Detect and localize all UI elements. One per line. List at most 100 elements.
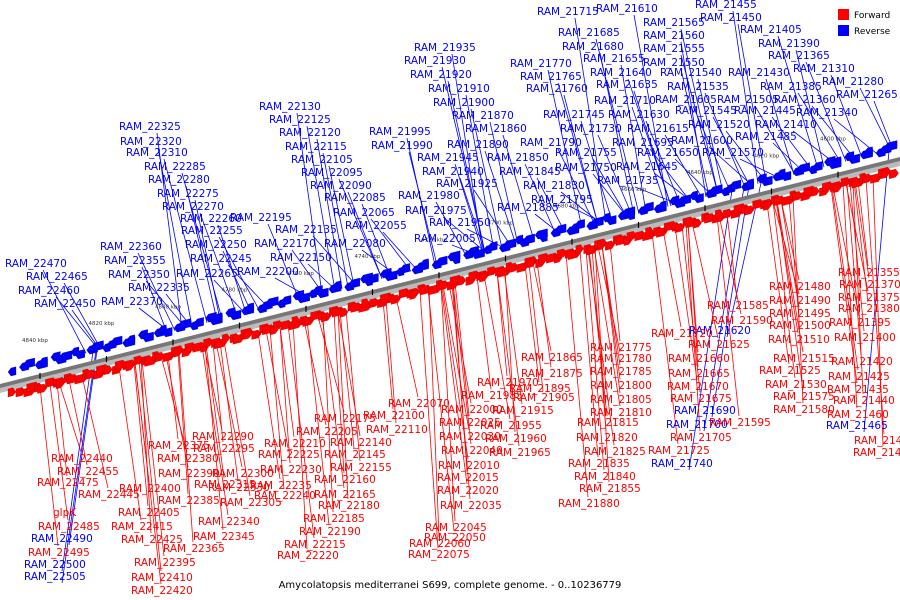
reverse-gene-arrow[interactable] [590,216,604,228]
gene-label-ram-22410[interactable]: RAM_22410 [131,572,193,584]
gene-label-ram-21920[interactable]: RAM_21920 [410,69,472,81]
gene-label-ram-21745[interactable]: RAM_21745 [543,109,605,121]
gene-label-ram-22025[interactable]: RAM_22025 [439,417,501,429]
reverse-gene-arrow[interactable] [332,280,342,291]
gene-label-ram-22000[interactable]: RAM_22000 [441,404,503,416]
gene-label-ram-21960[interactable]: RAM_21960 [485,433,547,445]
gene-label-ram-22265[interactable]: RAM_22265 [176,268,238,280]
gene-label-ram-21770[interactable]: RAM_21770 [510,58,572,70]
gene-label-ram-22255[interactable]: RAM_22255 [181,225,243,237]
gene-label-ram-21410[interactable]: RAM_21410 [755,119,817,131]
gene-label-ram-22330[interactable]: RAM_22330 [208,482,270,494]
gene-label-ram-22360[interactable]: RAM_22360 [100,241,162,253]
gene-label-ram-21440[interactable]: RAM_21440 [833,395,895,407]
gene-label-ram-22140[interactable]: RAM_22140 [330,437,392,449]
reverse-gene-arrow[interactable] [693,193,704,204]
forward-gene-arrow[interactable] [457,276,467,286]
gene-label-ram-22035[interactable]: RAM_22035 [440,500,502,512]
gene-label-ram-21495[interactable]: RAM_21495 [769,308,831,320]
gene-label-ram-22085[interactable]: RAM_22085 [324,192,386,204]
forward-gene-arrow[interactable] [575,244,584,254]
reverse-gene-arrow[interactable] [348,277,361,289]
gene-label-ram-22205[interactable]: RAM_22205 [296,426,358,438]
gene-label-ram-21370[interactable]: RAM_21370 [839,279,900,291]
gene-label-ram-21405[interactable]: RAM_21405 [740,24,802,36]
gene-label-ram-21450[interactable]: RAM_21450 [700,12,762,24]
reverse-gene-arrow[interactable] [23,357,35,369]
gene-label-ram-22010[interactable]: RAM_22010 [438,460,500,472]
reverse-gene-arrow[interactable] [539,232,548,243]
gene-label-ram-22420[interactable]: RAM_22420 [131,585,193,597]
gene-label-ram-21635[interactable]: RAM_21635 [596,79,658,91]
gene-label-ram-22040[interactable]: RAM_22040 [441,445,503,457]
gene-label-ram-21640[interactable]: RAM_21640 [590,67,652,79]
gene-label-ram-21910[interactable]: RAM_21910 [428,83,490,95]
gene-label-ram-22490[interactable]: RAM_22490 [31,533,93,545]
forward-gene-arrow[interactable] [832,183,842,194]
gene-label-ram-22380[interactable]: RAM_22380 [157,453,219,465]
gene-label-ram-21585[interactable]: RAM_21585 [707,300,769,312]
gene-label-ram-21760[interactable]: RAM_21760 [526,83,588,95]
gene-label-ram-21690[interactable]: RAM_21690 [674,405,736,417]
gene-label-ram-21545[interactable]: RAM_21545 [675,105,737,117]
gene-label-ram-21970[interactable]: RAM_21970 [477,377,539,389]
reverse-gene-arrow[interactable] [142,331,154,343]
gene-label-ram-22390[interactable]: RAM_22390 [158,468,220,480]
gene-label-ram-21355[interactable]: RAM_21355 [838,267,900,279]
gene-label-ram-21750[interactable]: RAM_21750 [555,162,617,174]
gene-label-ram-21860[interactable]: RAM_21860 [465,123,527,135]
gene-label-ram-22500[interactable]: RAM_22500 [24,559,86,571]
gene-label-ram-22200[interactable]: RAM_22200 [237,266,299,278]
forward-gene-arrow[interactable] [527,258,536,269]
gene-label-ram-22215[interactable]: RAM_22215 [284,539,346,551]
gene-label-ram-22325[interactable]: RAM_22325 [119,121,181,133]
reverse-gene-arrow[interactable] [451,254,461,265]
gene-label-ram-21470[interactable]: RAM_21470 [854,435,900,447]
gene-label-ram-21565[interactable]: RAM_21565 [643,17,705,29]
gene-label-ram-21775[interactable]: RAM_21775 [590,342,652,354]
gene-label-ram-22190[interactable]: RAM_22190 [299,526,361,538]
gene-label-ram-21535[interactable]: RAM_21535 [667,81,729,93]
gene-label-ram-21430[interactable]: RAM_21430 [728,67,790,79]
reverse-gene-arrow[interactable] [781,171,792,182]
gene-label-ram-21590[interactable]: RAM_21590 [711,315,773,327]
reverse-gene-arrow[interactable] [368,273,379,284]
gene-label-ram-22175[interactable]: RAM_22175 [314,413,376,425]
gene-label-ram-22170[interactable]: RAM_22170 [254,238,316,250]
gene-label-ram-21575[interactable]: RAM_21575 [773,391,835,403]
gene-label-ram-21840[interactable]: RAM_21840 [574,471,636,483]
gene-label-ram-21500[interactable]: RAM_21500 [769,320,831,332]
gene-label-ram-21505[interactable]: RAM_21505 [717,94,779,106]
gene-label-ram-21645[interactable]: RAM_21645 [616,161,678,173]
reverse-gene-arrow[interactable] [745,178,754,189]
gene-label-ram-21875[interactable]: RAM_21875 [521,368,583,380]
gene-label-ram-21485[interactable]: RAM_21485 [735,131,797,143]
gene-label-ram-22355[interactable]: RAM_22355 [104,255,166,267]
gene-label-ram-21380[interactable]: RAM_21380 [838,303,900,315]
gene-label-ram-22070[interactable]: RAM_22070 [388,398,450,410]
gene-label-ram-21655[interactable]: RAM_21655 [583,53,645,65]
gene-label-ram-22130[interactable]: RAM_22130 [259,101,321,113]
gene-label-ram-22335[interactable]: RAM_22335 [128,282,190,294]
gene-label-ram-21665[interactable]: RAM_21665 [668,368,730,380]
gene-label-ram-21620[interactable]: RAM_21620 [689,325,751,337]
gene-label-ram-21280[interactable]: RAM_21280 [822,76,884,88]
gene-label-ram-21935[interactable]: RAM_21935 [414,42,476,54]
gene-label-ram-21360[interactable]: RAM_21360 [774,94,836,106]
forward-gene-arrow[interactable] [597,240,606,251]
gene-label-ram-21570[interactable]: RAM_21570 [702,147,764,159]
gene-label-ram-22060[interactable]: RAM_22060 [409,538,471,550]
gene-label-ram-21490[interactable]: RAM_21490 [769,295,831,307]
reverse-gene-arrow[interactable] [265,296,279,308]
forward-gene-arrow[interactable] [763,201,772,211]
gene-label-ram-21555[interactable]: RAM_21555 [643,43,705,55]
reverse-gene-arrow[interactable] [7,366,17,377]
reverse-gene-arrow[interactable] [214,312,223,323]
gene-label-ram-21975[interactable]: RAM_21975 [405,205,467,217]
gene-label-ram-21870[interactable]: RAM_21870 [452,110,514,122]
gene-label-ram-22425[interactable]: RAM_22425 [121,534,183,546]
gene-label-ram-22225[interactable]: RAM_22225 [258,449,320,461]
gene-label-ram-21845[interactable]: RAM_21845 [499,166,561,178]
gene-label-ram-21725[interactable]: RAM_21725 [648,445,710,457]
gene-label-ram-21465[interactable]: RAM_21465 [826,420,888,432]
